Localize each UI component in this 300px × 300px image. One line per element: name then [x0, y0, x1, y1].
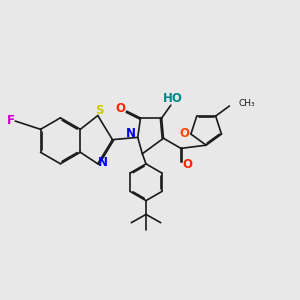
Text: S: S: [95, 104, 104, 118]
Text: O: O: [179, 127, 190, 140]
Text: O: O: [182, 158, 192, 171]
Text: N: N: [98, 156, 108, 170]
Text: O: O: [115, 102, 125, 115]
Text: N: N: [126, 127, 136, 140]
Text: F: F: [7, 114, 15, 127]
Text: HO: HO: [163, 92, 183, 105]
Text: CH₃: CH₃: [238, 99, 255, 108]
